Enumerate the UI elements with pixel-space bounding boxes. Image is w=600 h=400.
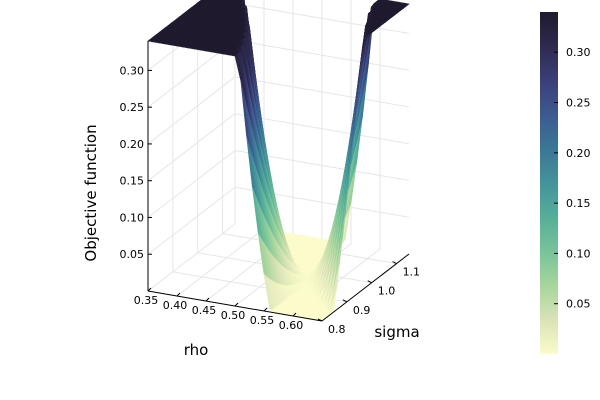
colorbar-tick-label: 0.25 <box>566 97 591 110</box>
gridline <box>147 76 236 145</box>
y-tick-mark <box>317 318 323 322</box>
x-tick-mark <box>176 292 181 297</box>
z-axis-ticks: 0.05 0.10 0.15 0.20 0.25 0.30 <box>120 64 152 261</box>
colorbar-tick-label: 0.30 <box>566 46 591 59</box>
gridline <box>147 150 236 218</box>
y-tick-label: 0.8 <box>328 323 346 336</box>
x-tick-label: 0.35 <box>134 294 159 307</box>
y-axis-label: sigma <box>374 323 419 341</box>
gridline <box>147 113 236 182</box>
x-tick-label: 0.55 <box>250 314 275 327</box>
y-tick-mark <box>367 280 372 284</box>
gridline <box>147 186 236 255</box>
y-tick-label: 1.1 <box>403 266 421 279</box>
y-axis-line <box>321 253 410 322</box>
x-axis-label: rho <box>184 341 209 359</box>
z-tick-label: 0.15 <box>120 175 145 188</box>
y-tick-label: 1.0 <box>378 285 396 298</box>
y-tick-label: 0.9 <box>353 304 371 317</box>
x-tick-mark <box>205 297 210 302</box>
y-tick-mark <box>342 299 348 303</box>
z-tick-label: 0.25 <box>120 101 145 114</box>
x-tick-mark <box>234 302 239 307</box>
colorbar-tick-label: 0.15 <box>566 197 591 210</box>
z-tick-label: 0.05 <box>120 248 145 261</box>
x-tick-mark <box>263 307 268 312</box>
z-tick-label: 0.10 <box>120 211 145 224</box>
surface-mesh <box>147 0 410 322</box>
y-tick-mark <box>392 261 397 265</box>
x-tick-label: 0.45 <box>192 304 217 317</box>
x-tick-mark <box>147 287 152 292</box>
y-axis-ticks: 0.8 0.9 1.0 1.1 <box>317 261 421 336</box>
colorbar-ticks: 0.05 0.10 0.15 0.20 0.25 0.30 <box>554 46 591 311</box>
x-axis-ticks: 0.35 0.40 0.45 0.50 0.55 0.60 <box>134 287 304 332</box>
z-tick-label: 0.30 <box>120 64 145 77</box>
x-tick-mark <box>292 312 297 317</box>
gridline <box>147 223 236 292</box>
x-tick-label: 0.50 <box>221 309 246 322</box>
x-tick-label: 0.40 <box>163 299 188 312</box>
colorbar-tick-label: 0.10 <box>566 247 591 260</box>
gridline <box>176 228 265 297</box>
z-tick-label: 0.20 <box>120 138 145 151</box>
x-tick-label: 0.60 <box>279 319 304 332</box>
colorbar-tick-label: 0.20 <box>566 147 591 160</box>
colorbar-tick-label: 0.05 <box>566 298 591 311</box>
z-axis-label: Objective function <box>82 124 100 261</box>
colorbar <box>540 12 558 354</box>
